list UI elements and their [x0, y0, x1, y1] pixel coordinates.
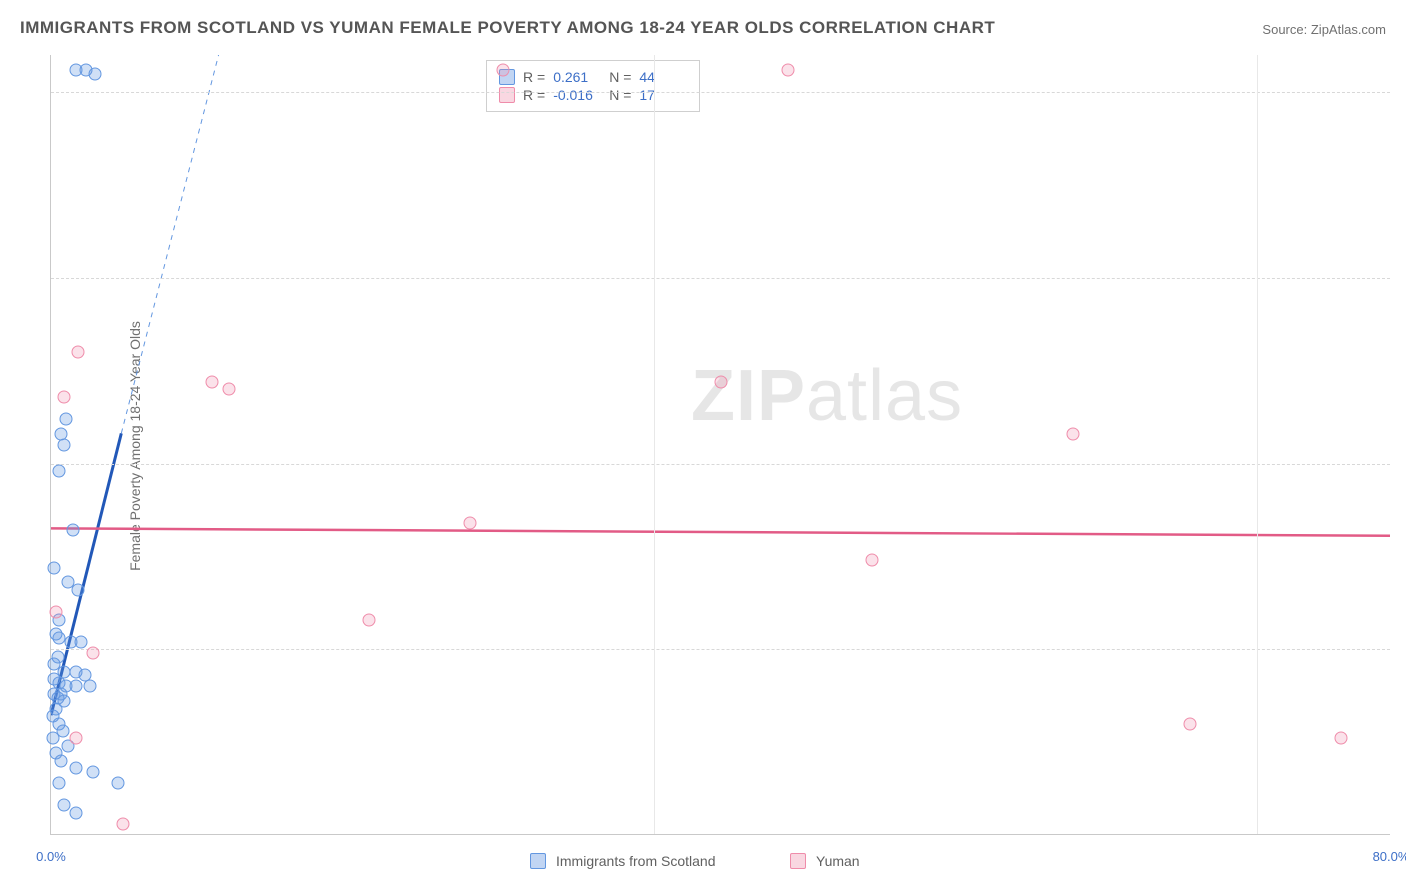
data-point-pink — [715, 375, 728, 388]
data-point-blue — [70, 680, 83, 693]
y-tick-label: 50.0% — [1395, 474, 1406, 489]
data-point-pink — [363, 613, 376, 626]
stats-row-pink: R = -0.016 N = 17 — [499, 87, 687, 103]
x-tick-label: 80.0% — [1373, 849, 1406, 864]
y-tick-label: 25.0% — [1395, 660, 1406, 675]
stats-legend: R = 0.261 N = 44 R = -0.016 N = 17 — [486, 60, 700, 112]
r-value-blue: 0.261 — [553, 69, 601, 85]
chart-title: IMMIGRANTS FROM SCOTLAND VS YUMAN FEMALE… — [20, 18, 995, 38]
watermark-light: atlas — [806, 356, 963, 436]
swatch-blue-icon — [530, 853, 546, 869]
data-point-blue — [66, 524, 79, 537]
data-point-pink — [463, 517, 476, 530]
gridline-h — [51, 464, 1390, 465]
n-label: N = — [609, 87, 631, 103]
r-value-pink: -0.016 — [553, 87, 601, 103]
data-point-blue — [55, 754, 68, 767]
legend-label-pink: Yuman — [816, 853, 860, 869]
data-point-blue — [70, 762, 83, 775]
watermark: ZIPatlas — [691, 355, 963, 437]
x-tick-label: 0.0% — [36, 849, 66, 864]
r-label: R = — [523, 87, 545, 103]
stats-row-blue: R = 0.261 N = 44 — [499, 69, 687, 85]
r-label: R = — [523, 69, 545, 85]
y-tick-label: 75.0% — [1395, 288, 1406, 303]
swatch-pink-icon — [499, 87, 515, 103]
data-point-pink — [58, 390, 71, 403]
gridline-h — [51, 649, 1390, 650]
source-value: ZipAtlas.com — [1311, 22, 1386, 37]
data-point-blue — [53, 777, 66, 790]
plot-area: ZIPatlas R = 0.261 N = 44 R = -0.016 N =… — [50, 55, 1390, 835]
swatch-pink-icon — [790, 853, 806, 869]
data-point-pink — [117, 817, 130, 830]
watermark-bold: ZIP — [691, 356, 806, 436]
data-point-blue — [46, 732, 59, 745]
data-point-pink — [86, 647, 99, 660]
data-point-pink — [782, 63, 795, 76]
data-point-pink — [205, 375, 218, 388]
data-point-blue — [86, 765, 99, 778]
y-tick-label: 100.0% — [1395, 103, 1406, 118]
data-point-pink — [1334, 732, 1347, 745]
data-point-pink — [497, 63, 510, 76]
n-value-blue: 44 — [639, 69, 687, 85]
bottom-legend-blue: Immigrants from Scotland — [530, 853, 716, 869]
legend-label-blue: Immigrants from Scotland — [556, 853, 716, 869]
data-point-blue — [88, 67, 101, 80]
data-point-pink — [1184, 717, 1197, 730]
data-point-blue — [48, 561, 61, 574]
bottom-legend-pink: Yuman — [790, 853, 860, 869]
data-point-blue — [75, 635, 88, 648]
gridline-v — [1257, 55, 1258, 834]
n-value-pink: 17 — [639, 87, 687, 103]
data-point-blue — [53, 465, 66, 478]
data-point-pink — [71, 346, 84, 359]
data-point-blue — [71, 583, 84, 596]
data-point-pink — [1066, 427, 1079, 440]
n-label: N = — [609, 69, 631, 85]
data-point-blue — [70, 806, 83, 819]
source-attribution: Source: ZipAtlas.com — [1262, 22, 1386, 37]
data-point-blue — [112, 777, 125, 790]
data-point-blue — [83, 680, 96, 693]
data-point-blue — [60, 413, 73, 426]
data-point-pink — [70, 732, 83, 745]
gridline-h — [51, 278, 1390, 279]
source-label: Source: — [1262, 22, 1307, 37]
data-point-pink — [50, 606, 63, 619]
data-point-pink — [222, 383, 235, 396]
data-point-pink — [865, 554, 878, 567]
data-point-blue — [58, 439, 71, 452]
gridline-v — [654, 55, 655, 834]
gridline-h — [51, 92, 1390, 93]
